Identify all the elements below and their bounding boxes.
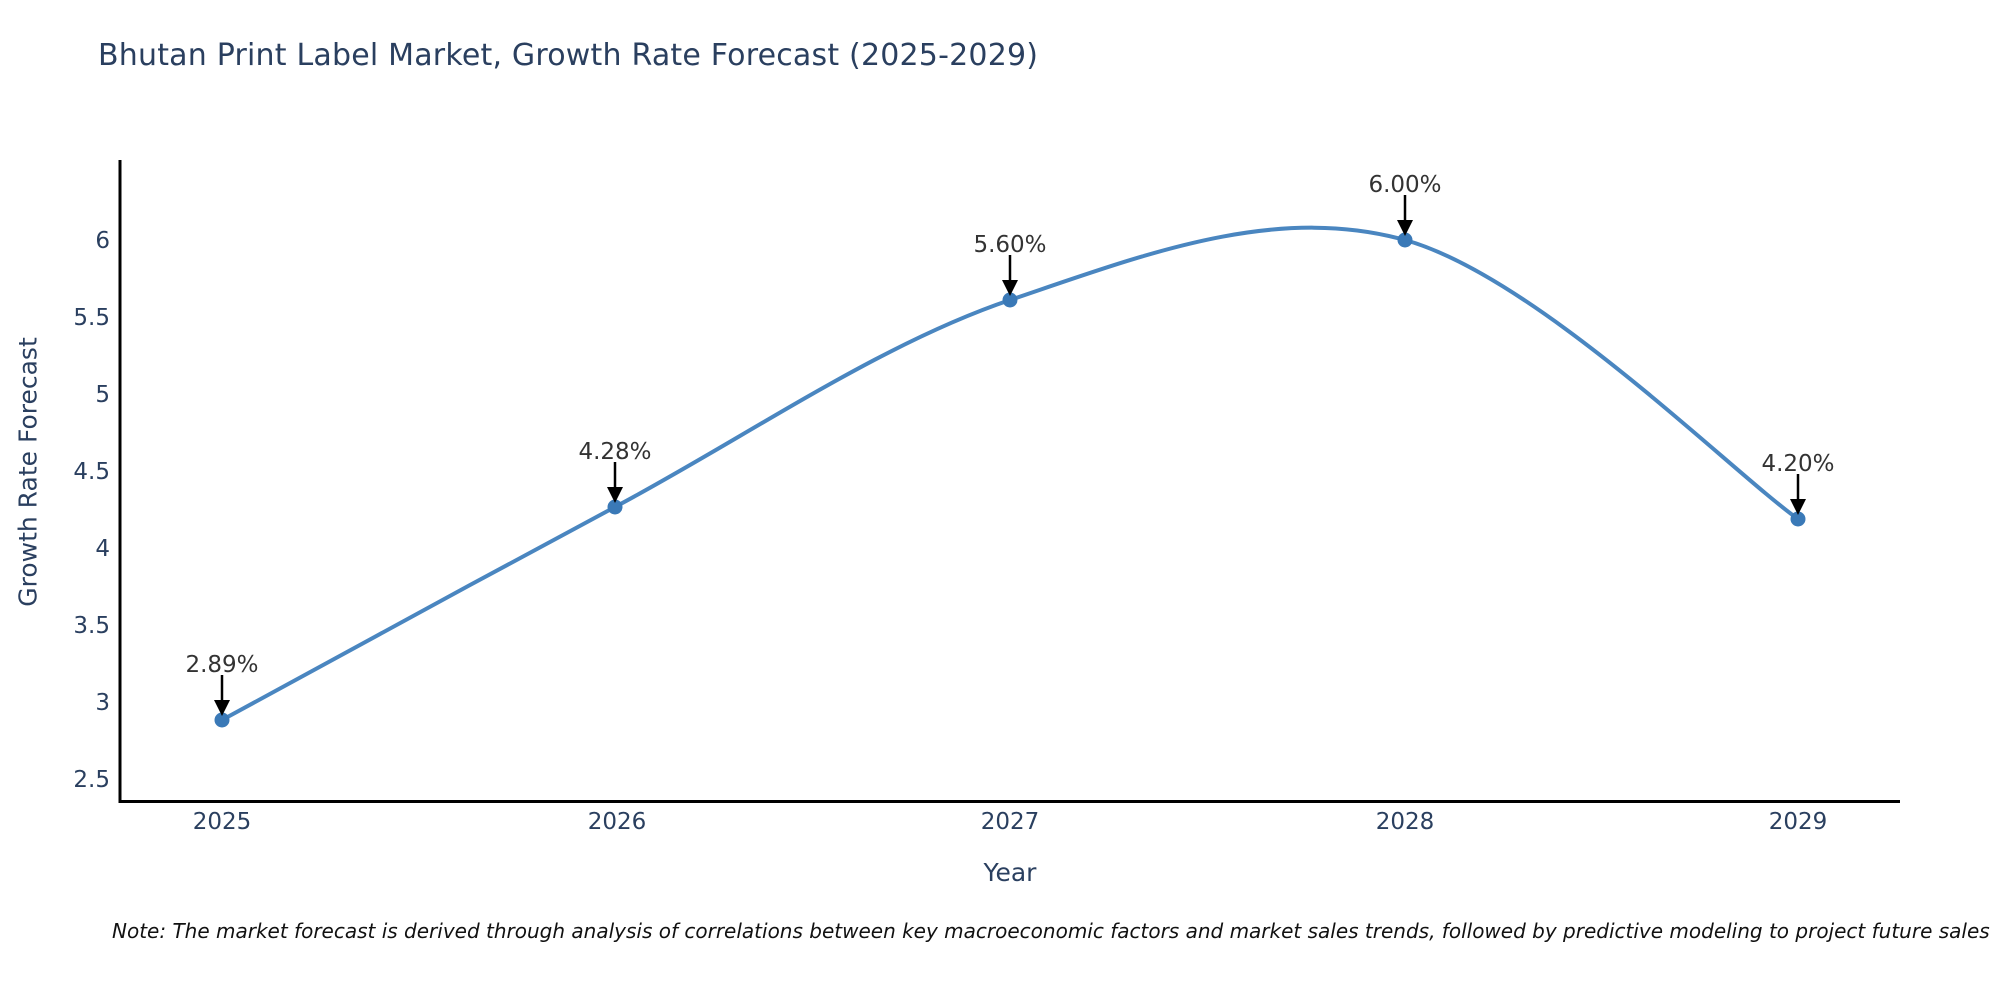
data-point-annotation: 2.89%: [185, 652, 259, 678]
y-tick-label: 3.5: [73, 613, 110, 639]
y-tick-label: 5: [95, 382, 110, 408]
data-point-annotation: 4.28%: [578, 439, 652, 465]
y-tick-label: 3: [95, 690, 110, 716]
x-tick-label: 2028: [1375, 809, 1435, 835]
x-tick-label: 2029: [1768, 809, 1828, 835]
data-point-marker-2028: [1397, 232, 1413, 248]
y-tick-label: 4: [95, 536, 110, 562]
data-point-annotation: 4.20%: [1761, 451, 1835, 477]
annotation-arrow-icon-2029: [1790, 474, 1806, 515]
data-point-marker-2026: [607, 499, 623, 515]
annotation-arrow-icon-2026: [607, 462, 623, 503]
data-point-annotation: 5.60%: [973, 232, 1047, 258]
data-point-marker-2027: [1002, 292, 1018, 308]
footnote: Note: The market forecast is derived thr…: [112, 919, 1990, 943]
y-tick-label: 6: [95, 228, 110, 254]
x-tick-label: 2026: [587, 809, 647, 835]
annotation-arrow-icon-2025: [214, 675, 230, 716]
x-axis-title: Year: [983, 858, 1037, 887]
chart-title: Bhutan Print Label Market, Growth Rate F…: [98, 38, 1039, 73]
x-tick-label: 2025: [192, 809, 252, 835]
y-tick-label: 5.5: [73, 305, 110, 331]
annotation-arrow-icon-2028: [1397, 195, 1413, 236]
data-point-marker-2025: [214, 712, 230, 728]
y-tick-label: 4.5: [73, 459, 110, 485]
y-tick-label: 2.5: [73, 767, 110, 793]
data-point-annotation: 6.00%: [1368, 172, 1442, 198]
annotation-arrow-icon-2027: [1002, 255, 1018, 296]
x-tick-label: 2027: [980, 809, 1040, 835]
data-point-marker-2029: [1790, 511, 1806, 527]
